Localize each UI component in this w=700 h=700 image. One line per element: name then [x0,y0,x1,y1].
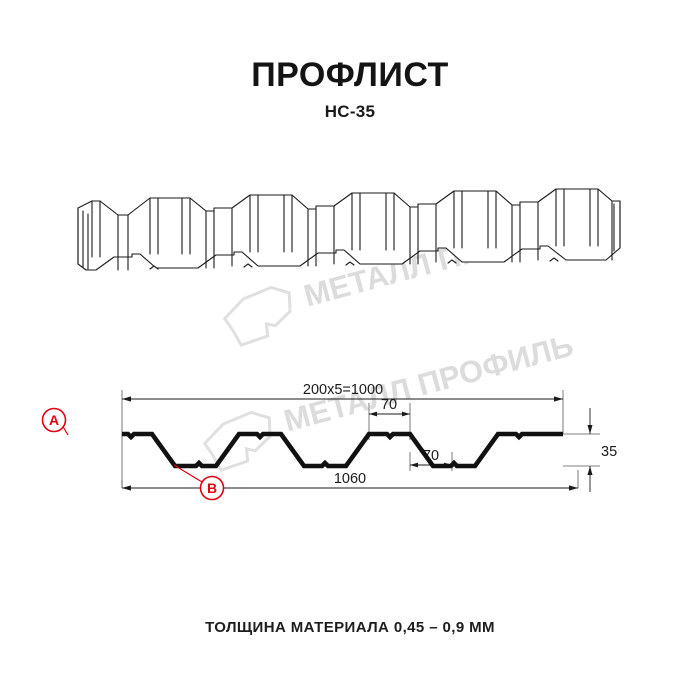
fold-lines [91,188,613,271]
callout-b-label: B [207,480,217,496]
dimension-label-overall-width: 1060 [334,471,366,487]
dimension-top-flat: 70 [369,397,410,417]
cross-section-view: 200x5=1000 70 70 1060 [0,370,700,515]
sheet-outline [77,188,621,271]
page-title: ПРОФЛИСТ [251,56,449,94]
callout-b-leader [173,464,203,483]
valley-notches [149,257,559,270]
dimension-label-profile-height: 35 [601,444,617,460]
model-designation: НС-35 [324,102,376,121]
callout-a[interactable]: A [41,407,69,436]
dimension-overall-width: 1060 [122,471,578,491]
dimension-label-top-flat: 70 [381,397,397,413]
callout-b[interactable]: B [173,464,225,501]
callout-b-circle [199,475,225,501]
isometric-profile-view [0,170,700,315]
material-thickness-note: ТОЛЩИНА МАТЕРИАЛА 0,45 – 0,9 ММ [205,619,495,636]
dimension-profile-height: 35 [587,408,617,492]
profile-section-path [122,431,563,469]
callout-a-label: A [49,412,59,428]
dimension-pitch-total: 200x5=1000 [122,382,563,402]
extension-lines [121,390,600,488]
callout-a-circle [41,407,67,433]
dimension-label-pitch-total: 200x5=1000 [303,382,383,398]
